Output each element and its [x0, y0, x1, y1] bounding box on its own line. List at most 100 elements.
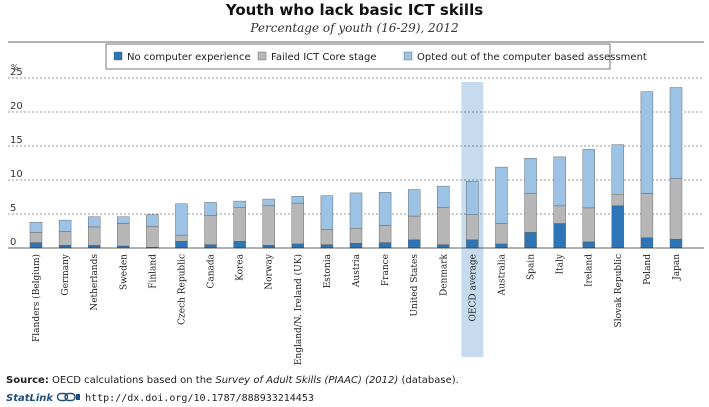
x-tick-label-6: Canada — [207, 253, 217, 288]
bar-21-series-0 — [640, 237, 654, 249]
x-tick-label-18: Italy — [556, 253, 566, 274]
x-tick-label-5: Czech Republic — [177, 254, 187, 325]
bar-6-series-0 — [204, 244, 217, 249]
bar-4-series-2 — [146, 214, 159, 227]
bar-0-series-0 — [29, 242, 43, 249]
x-tick-label-15: OECD average — [468, 254, 478, 321]
x-tick-label-4: Finland — [148, 254, 158, 289]
bar-12-series-2 — [378, 192, 392, 226]
x-tick-label-16: Australia — [497, 253, 507, 296]
x-tick-label-2: Netherlands — [90, 254, 100, 311]
source-note: Source: OECD calculations based on the S… — [6, 375, 459, 386]
x-tick-label-8: Norway — [265, 253, 275, 290]
bar-19-series-1 — [582, 207, 595, 243]
bar-18-series-2 — [553, 156, 566, 207]
bar-16-series-0 — [495, 243, 508, 249]
bar-8-series-1 — [262, 205, 275, 246]
chart-subtitle: Percentage of youth (16-29), 2012 — [250, 21, 459, 35]
source-dataset-name: Survey of Adult Skills (PIAAC) (2012) — [215, 375, 399, 386]
bar-10-series-2 — [320, 195, 334, 230]
x-tick-label-13: United States — [410, 254, 420, 317]
bar-4-series-1 — [146, 226, 159, 248]
bar-7-series-2 — [233, 200, 246, 208]
bar-19-series-0 — [582, 241, 595, 249]
bar-22-series-1 — [669, 178, 683, 240]
bar-17-series-1 — [524, 193, 537, 233]
bar-11-series-2 — [349, 192, 363, 229]
legend-label-0: No computer experience — [127, 52, 251, 63]
legend-label-2: Opted out of the computer based assessme… — [417, 52, 647, 63]
legend-swatch-2 — [403, 51, 413, 61]
bar-5-series-0 — [175, 240, 188, 249]
y-tick-label-0: 0 — [10, 237, 16, 248]
statlink-url-link[interactable]: http://dx.doi.org/10.1787/888933214453 — [85, 393, 314, 404]
bar-14-series-0 — [437, 244, 450, 249]
bar-7-series-0 — [233, 240, 246, 249]
y-axis-unit-label: % — [11, 63, 19, 72]
bar-9-series-0 — [291, 243, 305, 249]
bar-3-series-1 — [117, 223, 130, 247]
legend-box — [105, 43, 611, 70]
bar-15-series-0 — [466, 239, 479, 249]
bar-13-series-2 — [407, 189, 421, 217]
x-tick-label-9: England/N. Ireland (UK) — [293, 254, 304, 365]
bar-16-series-2 — [495, 166, 508, 224]
bar-10-series-1 — [320, 229, 334, 245]
x-tick-label-7: Korea — [236, 253, 246, 281]
x-tick-label-19: Ireland — [585, 254, 595, 287]
statlink-brand: StatLink — [6, 393, 54, 404]
bar-9-series-1 — [291, 202, 305, 245]
bar-3-series-2 — [117, 216, 130, 224]
x-tick-label-10: Estonia — [323, 253, 333, 288]
bar-1-series-1 — [58, 231, 72, 246]
source-text-before: OECD calculations based on the — [52, 375, 216, 386]
bar-17-series-0 — [524, 232, 537, 249]
bar-5-series-2 — [175, 203, 188, 236]
bar-6-series-2 — [204, 202, 217, 216]
x-tick-label-20: Slovak Republic — [614, 254, 624, 327]
x-tick-label-22: Japan — [672, 254, 682, 281]
x-tick-label-1: Germany — [61, 253, 71, 296]
legend-label-1: Failed ICT Core stage — [271, 52, 377, 63]
source-text-after: (database). — [398, 375, 459, 386]
bar-0-series-2 — [29, 221, 43, 233]
bar-14-series-1 — [437, 206, 450, 245]
bar-13-series-1 — [407, 215, 421, 241]
x-tick-label-21: Poland — [643, 254, 653, 285]
bar-13-series-0 — [407, 239, 421, 249]
y-tick-label-10: 10 — [10, 169, 23, 180]
bar-18-series-0 — [553, 223, 566, 249]
x-tick-label-11: Austria — [352, 253, 362, 288]
bar-2-series-1 — [87, 226, 101, 246]
bar-2-series-2 — [87, 216, 101, 228]
bar-16-series-1 — [495, 223, 508, 245]
y-tick-label-20: 20 — [10, 101, 23, 112]
bar-20-series-2 — [611, 144, 625, 195]
legend-swatch-0 — [113, 51, 123, 61]
x-tick-label-14: Denmark — [439, 253, 449, 296]
bar-1-series-0 — [58, 245, 72, 249]
y-tick-label-25: 25 — [10, 67, 23, 78]
bar-17-series-2 — [524, 158, 537, 194]
bar-2-series-0 — [87, 245, 101, 249]
x-tick-label-12: France — [381, 254, 391, 286]
bar-20-series-1 — [611, 194, 625, 207]
bar-15-series-1 — [466, 214, 479, 241]
statlink-line: StatLink http://dx.doi.org/10.1787/88893… — [6, 392, 314, 405]
y-tick-label-5: 5 — [10, 203, 16, 214]
bar-12-series-0 — [378, 242, 392, 249]
bar-0-series-1 — [29, 232, 43, 243]
bar-1-series-2 — [58, 219, 72, 232]
chart-title: Youth who lack basic ICT skills — [225, 1, 484, 19]
bar-11-series-0 — [349, 243, 363, 249]
bar-11-series-1 — [349, 228, 363, 244]
bar-15-series-2 — [466, 181, 479, 215]
bar-22-series-0 — [669, 238, 683, 249]
bar-5-series-1 — [175, 234, 188, 242]
bar-14-series-2 — [437, 185, 450, 208]
bar-8-series-2 — [262, 198, 275, 207]
y-tick-label-15: 15 — [10, 135, 23, 146]
bar-9-series-2 — [291, 196, 305, 204]
legend-swatch-1 — [257, 51, 267, 61]
